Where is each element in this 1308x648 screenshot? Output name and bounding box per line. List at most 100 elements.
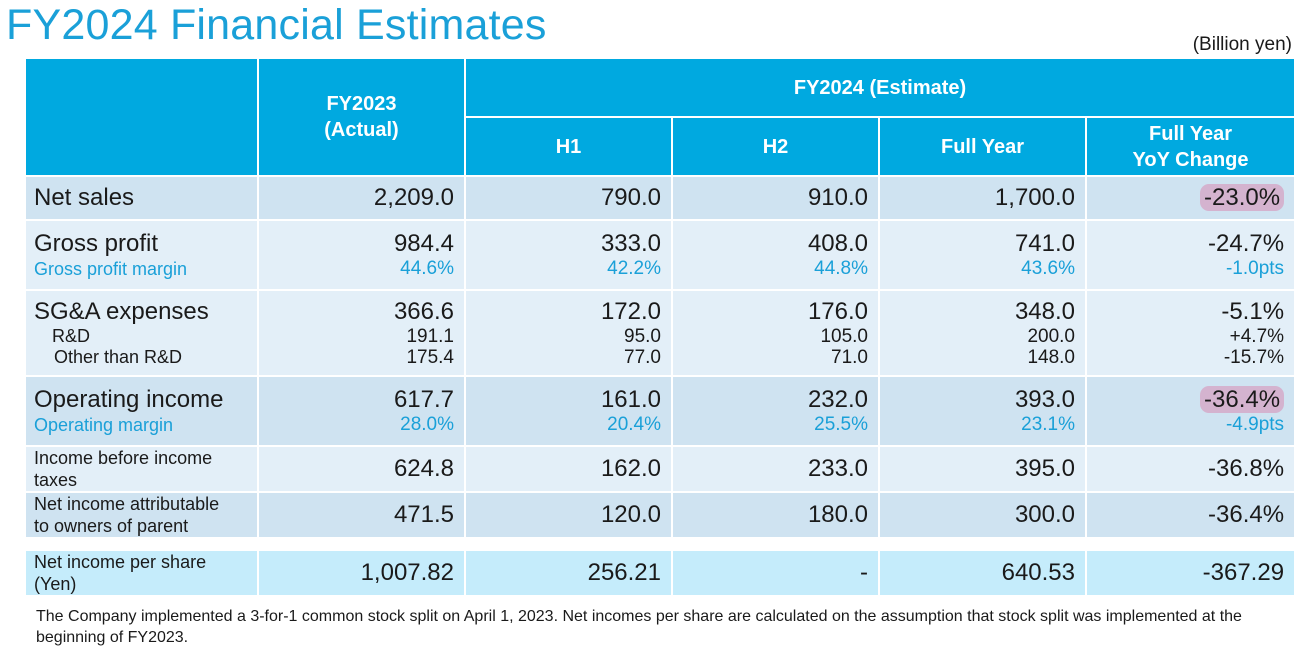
label-net-sales: Net sales bbox=[24, 175, 259, 221]
value-other-fy2023: 175.4 bbox=[406, 347, 454, 368]
cell-net-sales-full: 1,700.0 bbox=[878, 175, 1087, 221]
value-oi-h1: 161.0 bbox=[600, 386, 661, 413]
page-title: FY2024 Financial Estimates bbox=[6, 1, 547, 49]
cell-sga-yoy: -5.1% +4.7% -15.7% bbox=[1084, 289, 1297, 377]
value-rd-fy2023: 191.1 bbox=[406, 326, 454, 347]
label-rd: R&D bbox=[52, 326, 91, 346]
cell-ni-fy2023: 471.5 bbox=[257, 491, 466, 539]
cell-net-sales-h1: 790.0 bbox=[464, 175, 673, 221]
value-rd-full: 200.0 bbox=[1027, 326, 1075, 347]
cell-sga-fy2023: 366.6 191.1 175.4 bbox=[257, 289, 466, 377]
footnote: The Company implemented a 3-for-1 common… bbox=[36, 608, 1242, 646]
cell-oi-h1: 161.0 20.4% bbox=[464, 375, 673, 447]
value-om-yoy: -4.9pts bbox=[1225, 414, 1285, 435]
label-ni-line2: to owners of parent bbox=[34, 516, 189, 536]
value-oi-yoy-wrap: -36.4% bbox=[1087, 386, 1285, 414]
cell-ni-full: 300.0 bbox=[878, 491, 1087, 539]
value-gross-profit-fy2023: 984.4 bbox=[393, 230, 454, 257]
label-gross-profit: Gross profit bbox=[34, 230, 159, 257]
header-yoy-line2: YoY Change bbox=[1132, 148, 1249, 171]
cell-sga-full: 348.0 200.0 148.0 bbox=[878, 289, 1087, 377]
cell-eps-full: 640.53 bbox=[878, 549, 1087, 597]
cell-gross-profit-full: 741.0 43.6% bbox=[878, 219, 1087, 291]
header-fy2024: FY2024 (Estimate) bbox=[463, 57, 1297, 118]
cell-ni-h2: 180.0 bbox=[671, 491, 880, 539]
cell-ibt-yoy: -36.8% bbox=[1084, 445, 1297, 493]
value-om-h1: 20.4% bbox=[607, 414, 661, 435]
label-gross-profit-margin: Gross profit margin bbox=[34, 259, 188, 279]
row-income-before-taxes: Income before income taxes 624.8 162.0 2… bbox=[24, 445, 1297, 493]
header-yoy: Full Year YoY Change bbox=[1084, 116, 1297, 177]
value-gpm-h2: 44.8% bbox=[814, 258, 868, 279]
row-eps: Net income per share (Yen) 1,007.82 256.… bbox=[24, 549, 1297, 597]
cell-oi-fy2023: 617.7 28.0% bbox=[257, 375, 466, 447]
cell-gross-profit-yoy: -24.7% -1.0pts bbox=[1084, 219, 1297, 291]
label-sga: SG&A expenses bbox=[34, 298, 209, 325]
cell-eps-h1: 256.21 bbox=[464, 549, 673, 597]
header-fy2023-line2: (Actual) bbox=[324, 119, 399, 141]
row-net-sales: Net sales 2,209.0 790.0 910.0 1,700.0 -2… bbox=[24, 175, 1297, 221]
cell-net-sales-yoy: -23.0% bbox=[1084, 175, 1297, 221]
label-gross-profit-cell: Gross profit Gross profit margin bbox=[24, 219, 259, 291]
header-full-year: Full Year bbox=[878, 116, 1087, 177]
label-other-than-rd: Other than R&D bbox=[54, 347, 183, 367]
label-operating-income: Operating income bbox=[34, 386, 224, 413]
value-gpm-yoy: -1.0pts bbox=[1225, 258, 1285, 279]
value-oi-h2: 232.0 bbox=[807, 386, 868, 413]
cell-oi-full: 393.0 23.1% bbox=[878, 375, 1087, 447]
row-net-income: Net income attributable to owners of par… bbox=[24, 491, 1297, 539]
label-operating-income-cell: Operating income Operating margin bbox=[24, 375, 259, 447]
cell-ni-h1: 120.0 bbox=[464, 491, 673, 539]
cell-oi-yoy: -36.4% -4.9pts bbox=[1084, 375, 1297, 447]
label-ibt-line1: Income before income bbox=[34, 448, 213, 468]
financial-estimates-table: FY2023 (Actual) FY2024 (Estimate) H1 H2 … bbox=[24, 57, 1297, 597]
header-h1: H1 bbox=[464, 116, 673, 177]
value-rd-yoy: +4.7% bbox=[1229, 326, 1285, 347]
highlight-oi-yoy: -36.4% bbox=[1200, 386, 1285, 413]
label-eps-line2: (Yen) bbox=[34, 574, 77, 594]
header-blank bbox=[24, 57, 259, 177]
cell-ibt-full: 395.0 bbox=[878, 445, 1087, 493]
header-fy2023: FY2023 (Actual) bbox=[257, 57, 466, 177]
value-sga-yoy: -5.1% bbox=[1221, 298, 1285, 325]
label-sga-cell: SG&A expenses R&D Other than R&D bbox=[24, 289, 259, 377]
cell-gross-profit-h1: 333.0 42.2% bbox=[464, 219, 673, 291]
value-om-fy2023: 28.0% bbox=[400, 414, 454, 435]
value-gpm-h1: 42.2% bbox=[607, 258, 661, 279]
value-sga-h2: 176.0 bbox=[807, 298, 868, 325]
label-operating-margin: Operating margin bbox=[34, 415, 174, 435]
value-other-full: 148.0 bbox=[1027, 347, 1075, 368]
cell-gross-profit-fy2023: 984.4 44.6% bbox=[257, 219, 466, 291]
header-row-sub: H1 H2 Full Year Full Year YoY Change bbox=[25, 116, 1297, 177]
value-other-yoy: -15.7% bbox=[1223, 347, 1285, 368]
value-gpm-full: 43.6% bbox=[1021, 258, 1075, 279]
value-rd-h1: 95.0 bbox=[624, 326, 661, 347]
cell-eps-fy2023: 1,007.82 bbox=[257, 549, 466, 597]
label-eps-cell: Net income per share (Yen) bbox=[24, 549, 259, 597]
label-ni-cell: Net income attributable to owners of par… bbox=[24, 491, 259, 539]
cell-eps-h2: - bbox=[671, 549, 880, 597]
value-gross-profit-h1: 333.0 bbox=[600, 230, 661, 257]
row-operating-income: Operating income Operating margin 617.7 … bbox=[24, 375, 1297, 447]
cell-gross-profit-h2: 408.0 44.8% bbox=[671, 219, 880, 291]
value-other-h1: 77.0 bbox=[624, 347, 661, 368]
cell-ibt-fy2023: 624.8 bbox=[257, 445, 466, 493]
value-oi-full: 393.0 bbox=[1014, 386, 1075, 413]
highlight-net-sales-yoy: -23.0% bbox=[1200, 184, 1285, 211]
value-gross-profit-full: 741.0 bbox=[1014, 230, 1075, 257]
header-yoy-line1: Full Year bbox=[1149, 122, 1233, 145]
value-sga-full: 348.0 bbox=[1014, 298, 1075, 325]
cell-ni-yoy: -36.4% bbox=[1084, 491, 1297, 539]
header-row-top: FY2023 (Actual) FY2024 (Estimate) bbox=[24, 57, 1297, 177]
value-om-full: 23.1% bbox=[1021, 414, 1075, 435]
value-gross-profit-yoy: -24.7% bbox=[1208, 230, 1285, 257]
label-ni-line1: Net income attributable bbox=[34, 494, 220, 514]
cell-ibt-h2: 233.0 bbox=[671, 445, 880, 493]
value-sga-h1: 172.0 bbox=[600, 298, 661, 325]
value-sga-fy2023: 366.6 bbox=[393, 298, 454, 325]
label-ibt-cell: Income before income taxes bbox=[24, 445, 259, 493]
cell-sga-h2: 176.0 105.0 71.0 bbox=[671, 289, 880, 377]
row-gross-profit: Gross profit Gross profit margin 984.4 4… bbox=[24, 219, 1297, 291]
value-rd-h2: 105.0 bbox=[820, 326, 868, 347]
header-h2: H2 bbox=[671, 116, 880, 177]
